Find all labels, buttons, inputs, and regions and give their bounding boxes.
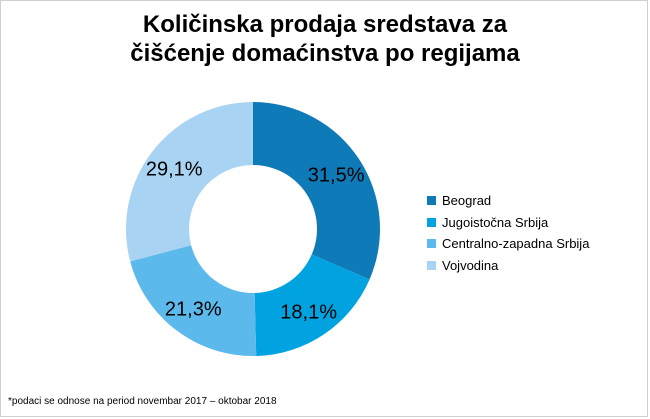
legend-swatch bbox=[427, 196, 436, 206]
donut-slice-2 bbox=[130, 245, 257, 356]
legend-item-vojvodina: Vojvodina bbox=[427, 255, 589, 277]
chart-title-line-1: Količinska prodaja sredstava za bbox=[142, 11, 508, 38]
legend-item-beograd: Beograd bbox=[427, 190, 589, 212]
footnote: *podaci se odnose na period novembar 201… bbox=[8, 396, 277, 407]
legend-swatch bbox=[427, 217, 436, 227]
legend-swatch bbox=[427, 239, 436, 249]
donut-slice-0 bbox=[253, 102, 380, 280]
slice-label-1: 18,1% bbox=[280, 301, 337, 323]
donut-slice-1 bbox=[254, 254, 370, 356]
slice-label-2: 21,3% bbox=[165, 299, 222, 321]
legend-label: Beograd bbox=[442, 193, 492, 209]
donut-slice-3 bbox=[125, 102, 253, 262]
legend-label: Jugoistočna Srbija bbox=[442, 214, 549, 230]
chart-title: Količinska prodaja sredstava za čišćenje… bbox=[0, 10, 650, 68]
legend-item-jugoistocna-srbija: Jugoistočna Srbija bbox=[427, 212, 589, 234]
chart-legend: Beograd Jugoistočna Srbija Centralno-zap… bbox=[427, 190, 589, 276]
chart-title-line-2: čišćenje domaćinstva po regijama bbox=[130, 40, 520, 67]
legend-label: Vojvodina bbox=[442, 257, 499, 273]
legend-swatch bbox=[427, 260, 436, 270]
legend-item-centralno-zapadna-srbija: Centralno-zapadna Srbija bbox=[427, 233, 589, 255]
slice-label-3: 29,1% bbox=[146, 158, 203, 180]
slice-label-0: 31,5% bbox=[308, 164, 365, 186]
legend-label: Centralno-zapadna Srbija bbox=[442, 236, 590, 252]
